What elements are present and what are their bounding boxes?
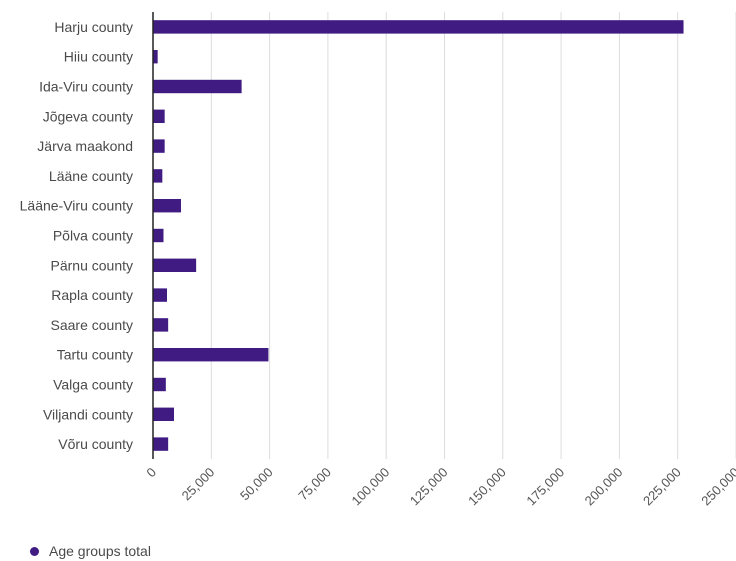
legend: Age groups total bbox=[30, 543, 151, 559]
category-label: Tartu county bbox=[57, 347, 133, 363]
x-tick-label: 25,000 bbox=[179, 465, 218, 504]
category-label: Harju county bbox=[54, 19, 133, 35]
category-label: Lääne-Viru county bbox=[20, 198, 133, 214]
bar bbox=[153, 79, 242, 94]
bars bbox=[153, 20, 684, 451]
category-label: Valga county bbox=[53, 377, 133, 393]
category-label: Järva maakond bbox=[37, 138, 133, 154]
x-tick-label: 50,000 bbox=[237, 465, 276, 504]
bar bbox=[153, 407, 174, 422]
bar bbox=[153, 109, 165, 124]
x-tick-label: 0 bbox=[143, 465, 159, 481]
category-label: Pärnu county bbox=[51, 257, 134, 273]
bar bbox=[153, 49, 158, 64]
bar bbox=[153, 347, 269, 362]
bar bbox=[153, 169, 163, 183]
x-tick-label: 250,000 bbox=[698, 465, 736, 509]
category-label: Lääne county bbox=[49, 168, 133, 184]
category-label: Jõgeva county bbox=[43, 108, 133, 124]
category-label: Hiiu county bbox=[64, 49, 133, 65]
x-tick-label: 175,000 bbox=[523, 465, 567, 509]
bar bbox=[153, 258, 197, 273]
bar bbox=[153, 288, 167, 302]
x-tick-label: 225,000 bbox=[640, 465, 684, 509]
category-label: Ida-Viru county bbox=[39, 79, 133, 95]
bar bbox=[153, 437, 169, 451]
x-tick-label: 150,000 bbox=[465, 465, 509, 509]
bar bbox=[153, 228, 164, 243]
legend-marker bbox=[30, 546, 39, 556]
legend-label: Age groups total bbox=[49, 543, 151, 559]
gridlines bbox=[210, 12, 736, 459]
bar bbox=[153, 318, 169, 332]
category-label: Viljandi county bbox=[43, 406, 133, 422]
category-labels: Harju county Hiiu county Ida-Viru county Jõ… bbox=[20, 19, 133, 452]
category-label: Põlva county bbox=[53, 228, 133, 244]
x-tick-label: 200,000 bbox=[582, 465, 626, 509]
category-label: Võru county bbox=[58, 436, 133, 452]
bar bbox=[153, 20, 684, 34]
x-tick-labels: 0 25,000 50,000 75,000 100,000 125,000 150,000… bbox=[143, 465, 736, 509]
x-tick-label: 75,000 bbox=[295, 465, 334, 504]
bar bbox=[153, 139, 165, 153]
category-label: Rapla county bbox=[51, 287, 133, 303]
category-label: Saare county bbox=[51, 317, 134, 333]
x-tick-label: 125,000 bbox=[407, 465, 451, 509]
bar bbox=[153, 377, 166, 392]
x-tick-label: 100,000 bbox=[348, 465, 392, 509]
bar bbox=[153, 198, 181, 213]
